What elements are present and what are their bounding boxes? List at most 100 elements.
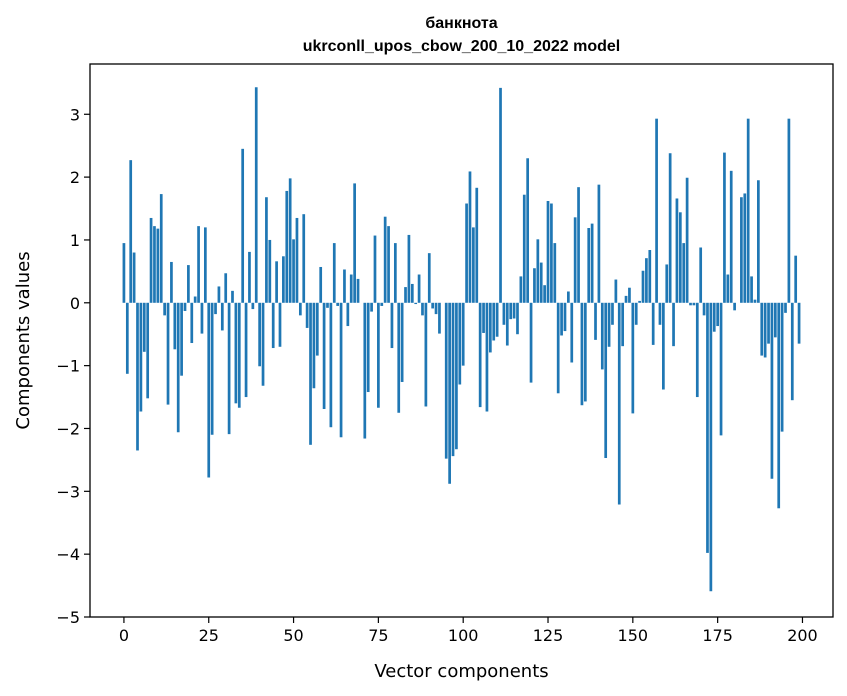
bar-193 [777, 302, 781, 509]
bar-39 [254, 87, 258, 303]
bar-163 [675, 198, 679, 303]
y-tick-label: 3 [70, 105, 80, 124]
bar-57 [315, 302, 319, 356]
bar-176 [719, 302, 723, 436]
bar-124 [543, 285, 546, 303]
bar-185 [750, 276, 753, 303]
bar-136 [583, 302, 587, 402]
bar-137 [587, 228, 591, 303]
bar-150 [631, 302, 635, 414]
bar-25 [207, 302, 211, 478]
y-tick-label: 1 [70, 231, 80, 250]
x-tick-label: 200 [787, 626, 818, 645]
bar-114 [509, 302, 513, 320]
bar-153 [641, 270, 645, 303]
bar-62 [332, 243, 336, 303]
bar-162 [672, 302, 675, 347]
bar-149 [628, 287, 631, 303]
bar-53 [302, 214, 306, 303]
bar-192 [773, 302, 777, 338]
bar-183 [743, 193, 747, 303]
bar-172 [706, 302, 709, 553]
y-tick-label: −5 [56, 608, 80, 627]
bar-105 [478, 302, 482, 408]
bar-146 [617, 302, 621, 505]
bar-87 [417, 274, 421, 303]
bar-84 [407, 234, 411, 303]
bar-180 [733, 302, 736, 311]
bar-63 [336, 302, 340, 306]
bar-83 [404, 287, 407, 303]
bar-97 [451, 302, 455, 457]
bar-18 [183, 302, 187, 311]
bar-144 [611, 302, 614, 325]
y-tick-label: 0 [70, 294, 80, 313]
bar-116 [516, 302, 519, 335]
bar-38 [251, 302, 255, 310]
y-tick-label: −1 [56, 357, 80, 376]
x-tick-label: 0 [119, 626, 129, 645]
bar-27 [214, 302, 217, 315]
bar-131 [567, 291, 570, 303]
bar-59 [322, 302, 326, 409]
bar-101 [465, 203, 468, 303]
bar-24 [203, 227, 207, 303]
bar-93 [438, 302, 441, 334]
x-axis-ticks: 0 25 50 75 100 125 150 175 200 [119, 617, 818, 645]
bar-29 [220, 302, 224, 331]
bar-129 [560, 302, 563, 336]
bar-98 [455, 302, 458, 450]
bar-17 [180, 302, 183, 376]
bar-12 [163, 302, 166, 316]
bar-143 [607, 302, 611, 347]
bar-103 [472, 227, 475, 303]
bar-104 [475, 187, 479, 303]
bar-36 [244, 302, 248, 398]
bar-45 [275, 261, 278, 303]
bar-60 [326, 302, 329, 308]
bar-37 [248, 251, 251, 303]
bar-148 [624, 295, 628, 303]
x-tick-label: 75 [368, 626, 388, 645]
bar-166 [685, 177, 689, 303]
bar-134 [577, 187, 580, 303]
bar-145 [614, 279, 618, 303]
bar-187 [757, 180, 760, 303]
bar-61 [329, 302, 333, 428]
bar-178 [726, 274, 730, 303]
bar-13 [166, 302, 170, 405]
bar-100 [461, 302, 465, 366]
bar-191 [770, 302, 774, 479]
bar-126 [550, 203, 553, 303]
bar-179 [729, 170, 733, 303]
bar-130 [563, 302, 567, 332]
bar-133 [573, 217, 577, 303]
bar-44 [271, 302, 275, 349]
bar-138 [590, 223, 594, 303]
bar-49 [288, 178, 292, 303]
bar-68 [353, 183, 356, 303]
bar-122 [536, 239, 540, 303]
y-axis-label: Components values [13, 251, 34, 429]
bar-31 [227, 302, 231, 435]
bar-196 [787, 118, 791, 303]
bar-88 [421, 302, 424, 316]
bar-154 [645, 258, 648, 303]
bar-9 [153, 226, 156, 303]
bar-2 [129, 160, 133, 303]
bar-33 [234, 302, 238, 404]
bar-156 [651, 302, 655, 345]
bar-40 [258, 302, 261, 367]
bar-127 [553, 243, 557, 303]
bar-91 [431, 302, 435, 309]
bar-96 [448, 302, 451, 484]
bar-43 [268, 239, 272, 303]
bar-7 [146, 302, 150, 399]
bar-125 [546, 200, 550, 303]
bar-107 [485, 302, 489, 412]
bar-135 [580, 302, 584, 406]
bar-194 [780, 302, 784, 432]
y-tick-label: −4 [56, 545, 80, 564]
bar-34 [237, 302, 241, 408]
bar-58 [319, 266, 323, 303]
